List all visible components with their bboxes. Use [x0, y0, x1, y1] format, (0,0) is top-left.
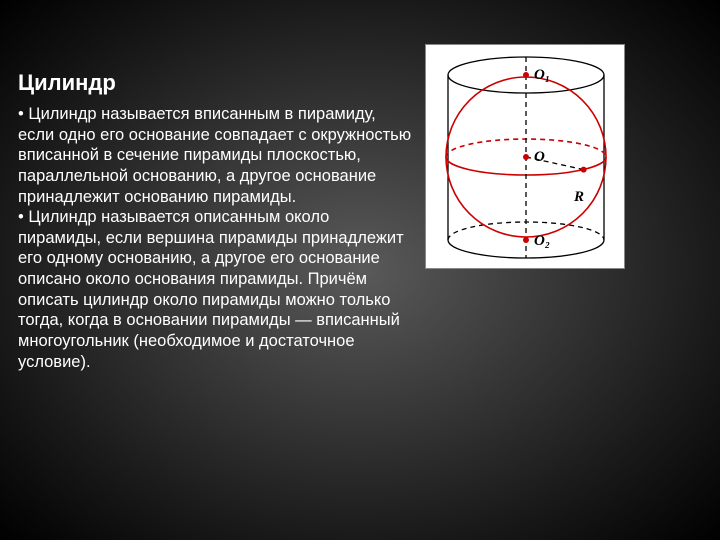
cylinder-sphere-figure: O₁ O O₂ R: [425, 44, 625, 269]
svg-text:R: R: [573, 189, 584, 205]
text-column: • Цилиндр называется вписанным в пирамид…: [18, 104, 413, 372]
svg-text:O: O: [534, 149, 545, 165]
svg-text:O₂: O₂: [534, 233, 550, 249]
paragraph-1: • Цилиндр называется вписанным в пирамид…: [18, 104, 413, 207]
content-row: • Цилиндр называется вписанным в пирамид…: [18, 104, 702, 372]
slide: Цилиндр • Цилиндр называется вписанным в…: [0, 0, 720, 540]
paragraph-2: • Цилиндр называется описанным около пир…: [18, 207, 413, 372]
svg-text:O₁: O₁: [534, 67, 550, 83]
figure-column: O₁OO₂R: [425, 104, 625, 372]
